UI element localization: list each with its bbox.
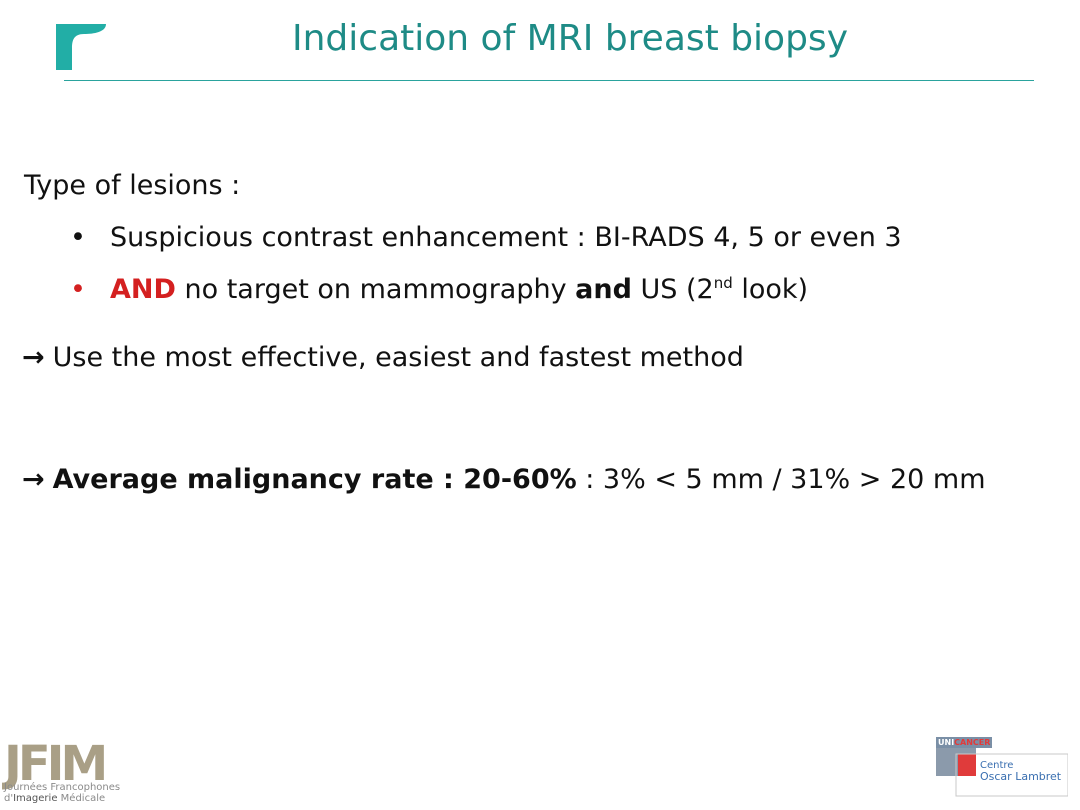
jfim-caption-prefix: d' bbox=[4, 793, 14, 804]
jfim-caption-line2: d'Imagerie Médicale bbox=[4, 793, 120, 804]
malignancy-rate-detail: : 3% < 5 mm / 31% > 20 mm bbox=[576, 464, 986, 495]
unicancer-badge: UNICANCER bbox=[936, 737, 993, 748]
jfim-caption-medicale: Médicale bbox=[57, 793, 106, 804]
jfim-caption: Journées Francophones d'Imagerie Médical… bbox=[4, 782, 120, 804]
title-divider bbox=[64, 80, 1034, 81]
right-arrow-icon: → bbox=[22, 464, 45, 495]
centre-label: Centre bbox=[980, 760, 1013, 771]
oscar-lambret-label: Oscar Lambret bbox=[980, 770, 1062, 783]
right-arrow-icon: → bbox=[22, 342, 45, 373]
bullet-text-us: US (2 bbox=[631, 274, 714, 305]
unicancer-cancer: CANCER bbox=[954, 738, 991, 747]
method-text: Use the most effective, easiest and fast… bbox=[52, 342, 744, 373]
bullet-dot-icon: • bbox=[70, 222, 86, 253]
unicancer-uni: UNI bbox=[938, 738, 955, 747]
centre-oscar-lambret-logo: Centre Oscar Lambret bbox=[936, 748, 1068, 797]
malignancy-rate-line: → Average malignancy rate : 20-60% : 3% <… bbox=[22, 464, 986, 495]
bullet-text-end: look) bbox=[732, 274, 809, 305]
and-bold: and bbox=[575, 274, 632, 305]
jfim-caption-imagerie: Imagerie bbox=[13, 793, 58, 804]
bullet-text: no target on mammography bbox=[175, 274, 576, 305]
malignancy-rate-bold: Average malignancy rate : 20-60% bbox=[52, 464, 577, 495]
type-of-lesions-label: Type of lesions : bbox=[24, 170, 241, 201]
list-item: • Suspicious contrast enhancement : BI-RA… bbox=[70, 222, 902, 253]
list-item: • AND no target on mammography and US (2n… bbox=[70, 274, 808, 305]
jfim-caption-line1: Journées Francophones bbox=[4, 782, 121, 793]
jfim-logo: JFIM bbox=[2, 736, 109, 792]
superscript-nd: nd bbox=[713, 274, 733, 292]
and-keyword: AND bbox=[110, 274, 176, 305]
bullet-text: Suspicious contrast enhancement : BI-RAD… bbox=[110, 222, 902, 253]
method-line: → Use the most effective, easiest and fas… bbox=[22, 342, 744, 373]
teal-flag-logo-icon bbox=[56, 24, 106, 70]
bullet-dot-icon: • bbox=[70, 274, 86, 305]
jfim-logo-text: JFIM bbox=[2, 736, 105, 792]
page-title: Indication of MRI breast biopsy bbox=[292, 18, 848, 59]
